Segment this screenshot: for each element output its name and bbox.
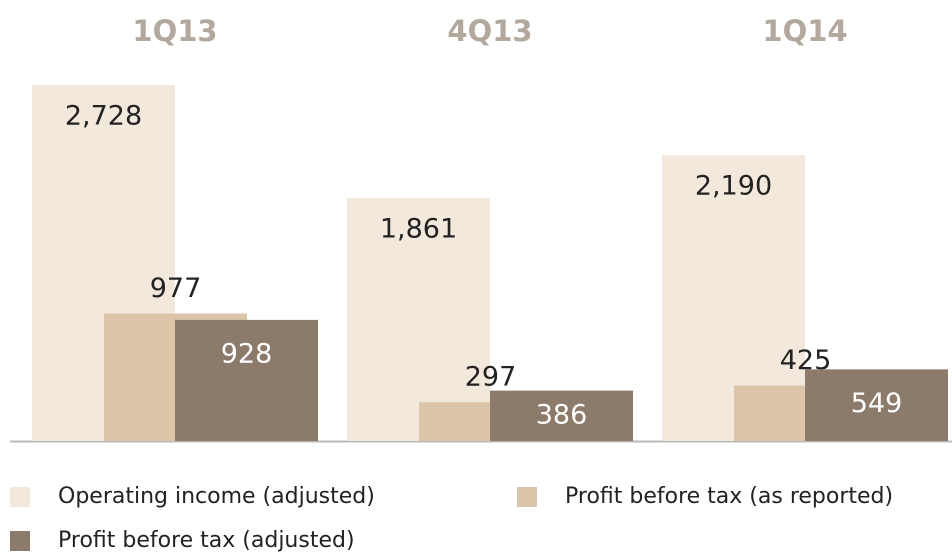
value-label: 2,728	[65, 100, 142, 131]
legend-label: Profit before tax (as reported)	[565, 484, 893, 509]
value-label: 549	[851, 388, 903, 419]
legend-swatch	[517, 487, 537, 507]
bar	[175, 319, 318, 441]
value-label: 297	[465, 362, 517, 393]
legend-label: Profit before tax (adjusted)	[58, 528, 355, 553]
value-label: 977	[150, 273, 202, 304]
category-label: 1Q14	[762, 14, 847, 48]
value-label: 928	[221, 338, 273, 369]
bar	[347, 198, 490, 441]
legend-swatch	[10, 531, 30, 551]
value-label: 386	[536, 399, 588, 430]
value-label: 2,190	[695, 171, 772, 202]
legend-swatch	[10, 487, 30, 507]
category-label: 4Q13	[447, 14, 532, 48]
category-label: 1Q13	[132, 14, 217, 48]
bar	[490, 390, 633, 441]
bar	[805, 369, 948, 441]
value-label: 1,861	[380, 214, 457, 245]
legend-label: Operating income (adjusted)	[58, 484, 375, 509]
